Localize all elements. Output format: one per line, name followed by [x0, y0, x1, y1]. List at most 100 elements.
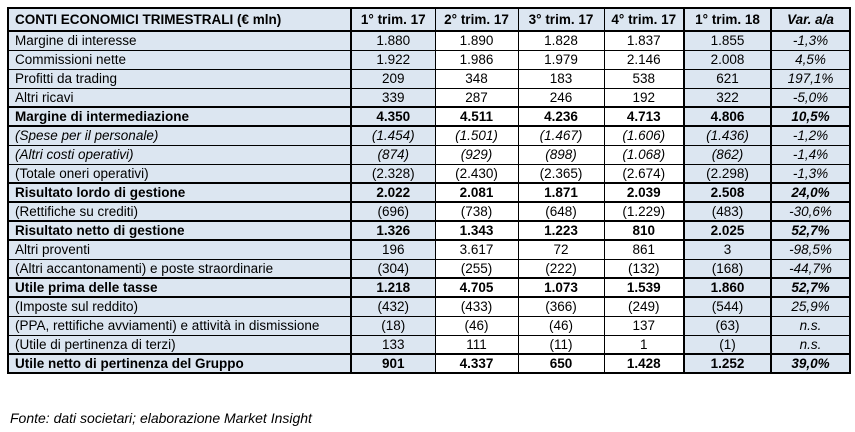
cell-q2-17: 111: [434, 334, 519, 355]
cell-q1-17: 901: [350, 353, 436, 374]
cell-q2-17: 4.705: [434, 277, 519, 298]
cell-q3-17: 4.236: [517, 106, 605, 127]
cell-q1-17: 133: [350, 334, 436, 355]
cell-q3-17: (11): [517, 334, 605, 355]
table-title: CONTI ECONOMICI TRIMESTRALI (€ mln): [7, 7, 352, 32]
cell-var-yoy: n.s.: [770, 315, 851, 336]
cell-q1-18: (483): [683, 201, 772, 222]
cell-q2-17: (255): [434, 258, 519, 279]
row-label: (Altri accantonamenti) e poste straordin…: [7, 258, 352, 279]
column-header-q1-18: 1° trim. 18: [683, 7, 772, 32]
row-label: Altri proventi: [7, 239, 352, 260]
cell-q1-18: (1): [683, 334, 772, 355]
cell-q2-17: 348: [434, 68, 519, 89]
cell-q2-17: (2.430): [434, 163, 519, 184]
cell-q2-17: 2.081: [434, 182, 519, 203]
row-label: (Utile di pertinenza di terzi): [7, 334, 352, 355]
cell-q2-17: (46): [434, 315, 519, 336]
table-row: Margine di interesse 1.880 1.890 1.828 1.837…: [7, 30, 851, 51]
source-note: Fonte: dati societari; elaborazione Mark…: [10, 410, 312, 426]
cell-q3-17: 72: [517, 239, 605, 260]
cell-q4-17: (249): [603, 296, 685, 317]
cell-q3-17: 246: [517, 87, 605, 108]
cell-q1-17: 209: [350, 68, 436, 89]
cell-q2-17: 3.617: [434, 239, 519, 260]
cell-q1-18: (544): [683, 296, 772, 317]
cell-q1-17: (1.454): [350, 125, 436, 146]
header-row: CONTI ECONOMICI TRIMESTRALI (€ mln) 1° t…: [7, 7, 851, 32]
cell-q4-17: 1: [603, 334, 685, 355]
cell-q1-17: 1.922: [350, 49, 436, 70]
cell-var-yoy: -1,2%: [770, 125, 851, 146]
cell-q2-17: (738): [434, 201, 519, 222]
cell-q1-17: (304): [350, 258, 436, 279]
cell-q4-17: 137: [603, 315, 685, 336]
table-row: Risultato lordo di gestione 2.022 2.081 1.8…: [7, 182, 851, 203]
cell-q4-17: 2.039: [603, 182, 685, 203]
table-row: Utile prima delle tasse 1.218 4.705 1.073 1.…: [7, 277, 851, 298]
cell-q4-17: 1.428: [603, 353, 685, 374]
cell-q2-17: 287: [434, 87, 519, 108]
cell-q1-17: 2.022: [350, 182, 436, 203]
cell-q4-17: 810: [603, 220, 685, 241]
row-label: Margine di interesse: [7, 30, 352, 51]
table-row: Profitti da trading 209 348 183 538 621 197,1%: [7, 68, 851, 89]
cell-q4-17: (132): [603, 258, 685, 279]
row-label: Commissioni nette: [7, 49, 352, 70]
cell-q4-17: (1.229): [603, 201, 685, 222]
table-row: (PPA, rettifiche avviamenti) e attività …: [7, 315, 851, 336]
cell-var-yoy: 24,0%: [770, 182, 851, 203]
table-row: Margine di intermediazione 4.350 4.511 4.23…: [7, 106, 851, 127]
cell-q2-17: (1.501): [434, 125, 519, 146]
cell-q4-17: (1.606): [603, 125, 685, 146]
cell-q1-18: 2.025: [683, 220, 772, 241]
column-header-q1-17: 1° trim. 17: [350, 7, 436, 32]
cell-var-yoy: 52,7%: [770, 220, 851, 241]
table-row: (Altri costi operativi) (874) (929) (898) (1…: [7, 144, 851, 165]
column-header-var-yoy: Var. a/a: [770, 7, 851, 32]
cell-q3-17: (366): [517, 296, 605, 317]
cell-q1-18: (2.298): [683, 163, 772, 184]
cell-q1-18: 1.252: [683, 353, 772, 374]
row-label: Utile prima delle tasse: [7, 277, 352, 298]
financial-table: CONTI ECONOMICI TRIMESTRALI (€ mln) 1° t…: [7, 7, 851, 374]
cell-q2-17: 1.343: [434, 220, 519, 241]
cell-q3-17: 1.828: [517, 30, 605, 51]
row-label: Margine di intermediazione: [7, 106, 352, 127]
table-row: Utile netto di pertinenza del Gruppo 901 4…: [7, 353, 851, 374]
cell-q1-18: 3: [683, 239, 772, 260]
cell-q3-17: (1.467): [517, 125, 605, 146]
cell-q1-17: (432): [350, 296, 436, 317]
cell-q1-18: 1.855: [683, 30, 772, 51]
row-label: (Totale oneri operativi): [7, 163, 352, 184]
cell-q1-17: (874): [350, 144, 436, 165]
row-label: Utile netto di pertinenza del Gruppo: [7, 353, 352, 374]
table-row: (Rettifiche su crediti) (696) (738) (648) (1…: [7, 201, 851, 222]
cell-var-yoy: n.s.: [770, 334, 851, 355]
table-row: (Altri accantonamenti) e poste straordin…: [7, 258, 851, 279]
table-row: (Totale oneri operativi) (2.328) (2.430) (2…: [7, 163, 851, 184]
cell-q3-17: 1.979: [517, 49, 605, 70]
cell-q3-17: 183: [517, 68, 605, 89]
row-label: (Spese per il personale): [7, 125, 352, 146]
cell-q1-17: 1.326: [350, 220, 436, 241]
cell-q4-17: 4.713: [603, 106, 685, 127]
cell-q2-17: 4.337: [434, 353, 519, 374]
cell-q4-17: (2.674): [603, 163, 685, 184]
cell-q1-18: 2.508: [683, 182, 772, 203]
cell-q1-17: 196: [350, 239, 436, 260]
cell-q2-17: 4.511: [434, 106, 519, 127]
cell-q1-17: 1.880: [350, 30, 436, 51]
cell-q1-17: (696): [350, 201, 436, 222]
cell-q1-18: (63): [683, 315, 772, 336]
row-label: (Altri costi operativi): [7, 144, 352, 165]
cell-q3-17: 1.073: [517, 277, 605, 298]
cell-q3-17: (2.365): [517, 163, 605, 184]
row-label: (PPA, rettifiche avviamenti) e attività …: [7, 315, 352, 336]
cell-var-yoy: -1,3%: [770, 163, 851, 184]
cell-q2-17: (929): [434, 144, 519, 165]
cell-var-yoy: -98,5%: [770, 239, 851, 260]
cell-q3-17: (46): [517, 315, 605, 336]
cell-q1-18: (168): [683, 258, 772, 279]
